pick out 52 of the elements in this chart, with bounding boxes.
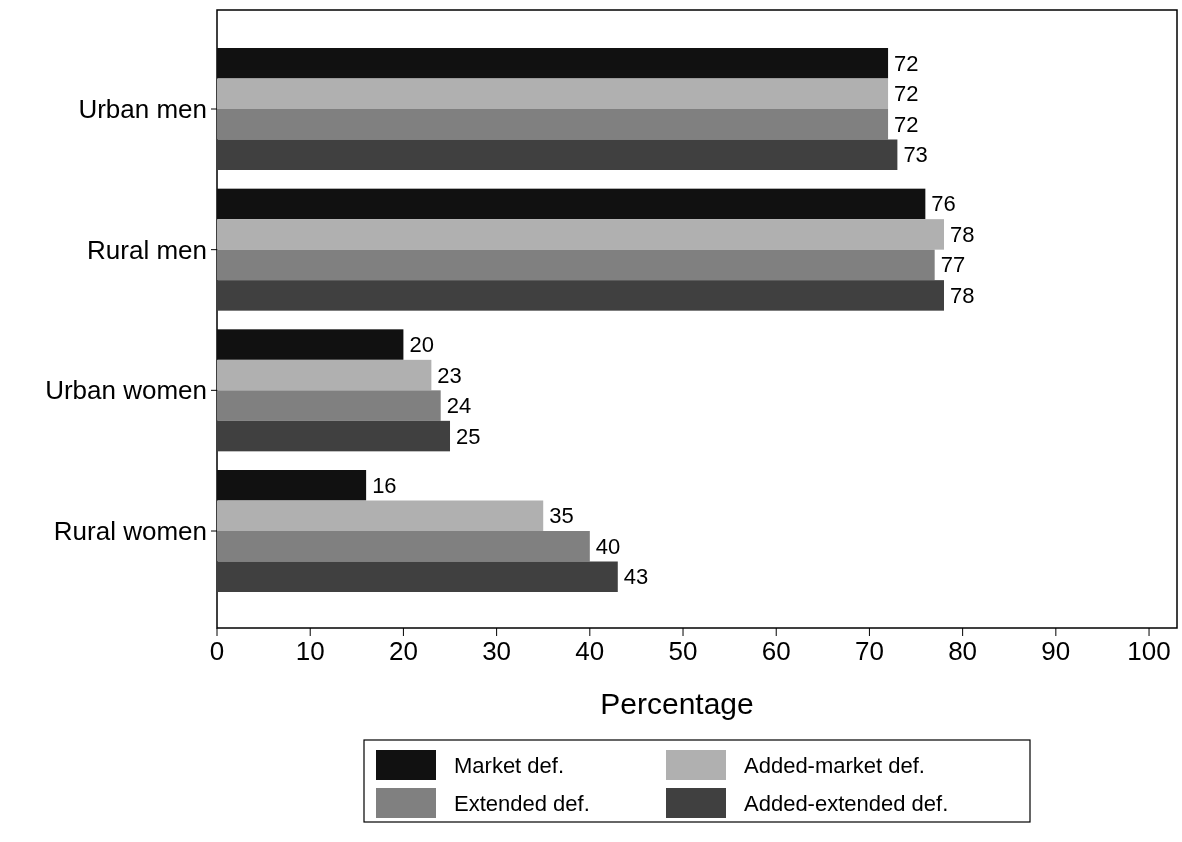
- data-label: 72: [894, 50, 919, 76]
- bar: [217, 109, 889, 140]
- bar: [217, 420, 451, 452]
- bar: [217, 139, 898, 170]
- y-tick-label: Urban men: [78, 94, 207, 124]
- data-label: 24: [446, 393, 472, 419]
- x-tick-label: 30: [482, 636, 512, 666]
- data-label: 40: [595, 533, 621, 559]
- data-label: 35: [549, 503, 574, 529]
- bar: [217, 219, 944, 250]
- data-label: 72: [894, 81, 919, 107]
- bar: [217, 78, 889, 109]
- bar: [217, 359, 432, 391]
- bar: [217, 500, 544, 531]
- data-label: 16: [372, 472, 397, 498]
- data-label: 73: [903, 142, 928, 168]
- x-tick-label: 0: [209, 636, 225, 666]
- y-tick-label: Urban women: [45, 375, 207, 406]
- bar: [217, 470, 367, 501]
- data-label: 77: [940, 252, 966, 278]
- x-tick-label: 60: [761, 636, 791, 666]
- legend-label: Added-extended def.: [744, 790, 949, 816]
- data-label: 23: [437, 362, 462, 388]
- x-tick-label: 10: [295, 636, 325, 666]
- legend-label: Market def.: [454, 752, 565, 778]
- x-tick-label: 100: [1127, 636, 1171, 666]
- bar: [217, 329, 404, 360]
- bar: [217, 48, 889, 79]
- x-axis-title: Percentage: [600, 687, 754, 720]
- x-tick-label: 20: [388, 636, 418, 666]
- y-tick-label: Rural men: [87, 234, 207, 265]
- data-label: 43: [623, 564, 649, 590]
- bar: [217, 531, 590, 562]
- data-label: 72: [894, 111, 919, 137]
- bar: [217, 188, 926, 220]
- bar: [217, 249, 935, 281]
- legend-label: Added-market def.: [744, 752, 925, 778]
- legend-label: Extended def.: [454, 790, 590, 816]
- bar: [217, 390, 441, 421]
- data-label: 78: [949, 221, 975, 247]
- x-tick-label: 80: [948, 636, 978, 666]
- x-tick-label: 40: [575, 636, 605, 666]
- data-label: 76: [931, 191, 956, 217]
- data-label: 78: [949, 282, 975, 308]
- x-tick-label: 90: [1041, 636, 1071, 666]
- bar: [217, 561, 618, 592]
- x-tick-label: 50: [668, 636, 698, 666]
- data-label: 20: [409, 332, 434, 358]
- x-tick-label: 70: [854, 636, 884, 666]
- data-label: 25: [456, 423, 481, 449]
- y-tick-label: Rural women: [53, 516, 207, 546]
- bar: [217, 280, 944, 311]
